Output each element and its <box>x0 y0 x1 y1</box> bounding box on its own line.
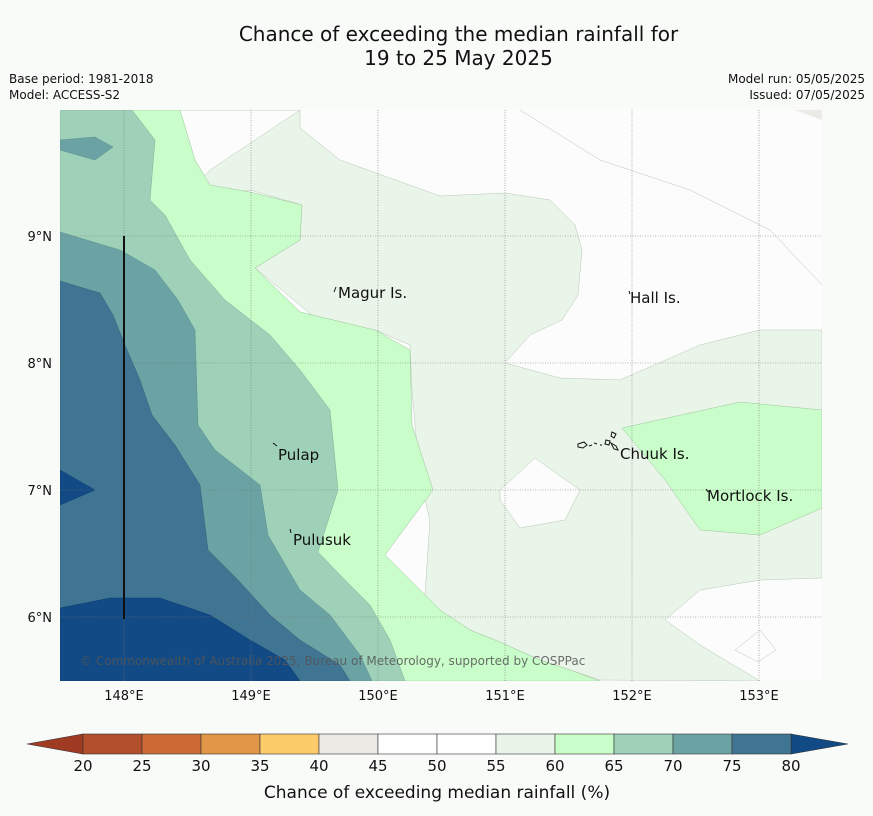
lat-label-6n: 6°N <box>28 611 53 626</box>
colorbar-swatch <box>141 733 202 755</box>
place-label-pulap: Pulap <box>278 446 319 464</box>
chuuk-island-shape-2 <box>588 439 611 447</box>
place-label-pulusuk: Pulusuk <box>293 531 351 549</box>
colorbar-tick-label: 70 <box>663 757 682 775</box>
colorbar-tick-label: 40 <box>309 757 328 775</box>
colorbar-tick-label: 45 <box>368 757 387 775</box>
longitude-labels: 148°E 149°E 150°E 151°E 152°E 153°E <box>104 689 779 704</box>
colorbar-tick-label: 30 <box>191 757 210 775</box>
latitude-labels: 9°N 8°N 7°N 6°N <box>28 230 53 626</box>
contour-line-ne <box>519 110 822 286</box>
colorbar-tick-label: 35 <box>250 757 269 775</box>
lat-label-9n: 9°N <box>28 230 53 245</box>
lat-label-7n: 7°N <box>28 484 53 499</box>
colorbar-swatch <box>318 733 379 755</box>
colorbar-swatch <box>200 733 261 755</box>
colorbar-swatches <box>82 733 792 755</box>
colorbar-tick-label: 25 <box>132 757 151 775</box>
colorbar-swatch <box>672 733 733 755</box>
map-panel: © Commonwealth of Australia 2025, Bureau… <box>60 110 822 681</box>
contour-above-80 <box>60 597 301 681</box>
lon-label-152e: 152°E <box>612 689 652 704</box>
colorbar-swatch <box>554 733 615 755</box>
place-label-hall: Hall Is. <box>630 289 681 307</box>
map-title: Chance of exceeding the median rainfall … <box>0 22 873 70</box>
colorbar-under-arrow <box>26 733 84 755</box>
colorbar-label: Chance of exceeding median rainfall (%) <box>264 783 610 803</box>
run-info: Model run: 05/05/2025 Issued: 07/05/2025 <box>728 71 865 103</box>
colorbar-tick-label: 80 <box>781 757 800 775</box>
colorbar-over-arrow <box>790 733 849 755</box>
colorbar-tick-label: 75 <box>722 757 741 775</box>
lon-label-149e: 149°E <box>231 689 271 704</box>
colorbar-swatch <box>613 733 674 755</box>
model-text: Model: ACCESS-S2 <box>9 88 121 102</box>
graticule <box>60 110 822 681</box>
issued-text: Issued: 07/05/2025 <box>749 88 865 102</box>
colorbar-swatch <box>377 733 438 755</box>
lat-label-8n: 8°N <box>28 357 53 372</box>
contour-mortlock <box>621 401 822 536</box>
period-info: Base period: 1981-2018 Model: ACCESS-S2 <box>9 71 154 103</box>
lon-label-150e: 150°E <box>358 689 398 704</box>
title-line-1: Chance of exceeding the median rainfall … <box>238 22 679 46</box>
contour-75-80 <box>60 280 351 681</box>
magur-island-shape <box>333 286 337 293</box>
place-labels: Magur Is. Hall Is. Pulap Chuuk Is. Mortl… <box>278 284 793 549</box>
colorbar-tick-label: 50 <box>427 757 446 775</box>
island-outlines <box>272 286 709 534</box>
pulusuk-island-shape <box>289 528 292 534</box>
pulap-island-shape <box>272 442 278 447</box>
colorbar-swatch <box>259 733 320 755</box>
mortlock-island-shape <box>705 488 709 493</box>
place-label-mortlock: Mortlock Is. <box>707 487 793 505</box>
lon-label-148e: 148°E <box>104 689 144 704</box>
colorbar-tick-label: 65 <box>604 757 623 775</box>
hall-island-shape <box>628 290 631 295</box>
colorbar: 20 25 30 35 40 45 50 55 60 65 70 75 80 Chance of exc… <box>26 733 849 803</box>
colorbar-tick-label: 55 <box>486 757 505 775</box>
title-line-2: 19 to 25 May 2025 <box>364 46 553 70</box>
contour-diamond <box>734 629 777 663</box>
base-period-text: Base period: 1981-2018 <box>9 72 154 86</box>
contour-70-75-north <box>60 136 114 161</box>
colorbar-swatch <box>731 733 792 755</box>
colorbar-swatch <box>82 733 143 755</box>
place-label-chuuk: Chuuk Is. <box>620 445 689 463</box>
colorbar-tick-label: 20 <box>73 757 92 775</box>
place-label-magur: Magur Is. <box>338 284 407 302</box>
contour-corner <box>795 110 822 120</box>
lon-label-151e: 151°E <box>485 689 525 704</box>
contour-above-80-west <box>60 469 96 506</box>
lon-label-153e: 153°E <box>739 689 779 704</box>
chuuk-island-shape-1 <box>577 441 588 449</box>
colorbar-tick-label: 60 <box>545 757 564 775</box>
colorbar-swatch <box>436 733 497 755</box>
copyright-text: © Commonwealth of Australia 2025, Bureau… <box>80 654 585 668</box>
chuuk-island-shape-3 <box>609 431 619 451</box>
contour-pocket <box>499 457 581 529</box>
colorbar-swatch <box>495 733 556 755</box>
model-run-text: Model run: 05/05/2025 <box>727 72 865 86</box>
colorbar-ticks: 20 25 30 35 40 45 50 55 60 65 70 75 80 <box>73 757 800 775</box>
